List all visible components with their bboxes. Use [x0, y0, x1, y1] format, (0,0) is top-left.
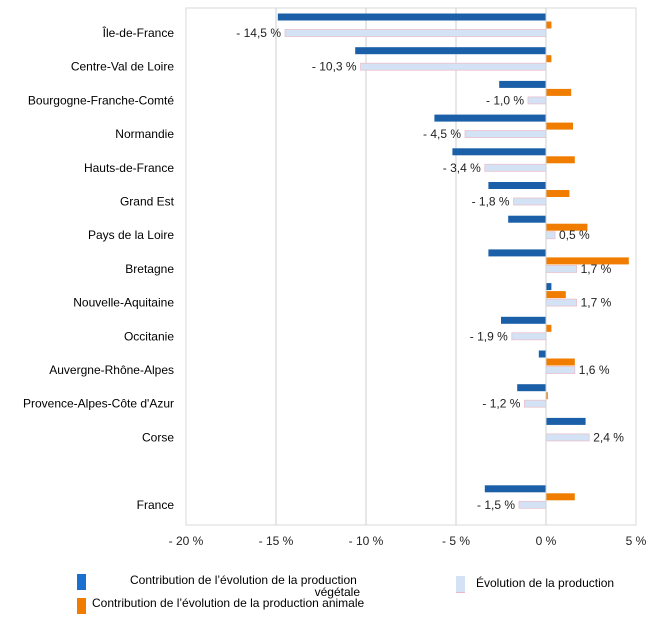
legend-label-total: Évolution de la production — [476, 576, 615, 590]
bar-animal — [546, 358, 575, 366]
x-tick-label: - 5 % — [442, 534, 470, 548]
bar-vegetal — [517, 384, 546, 392]
bar-vegetal — [538, 350, 546, 358]
x-tick-label: - 10 % — [349, 534, 384, 548]
bar-vegetal — [546, 283, 552, 291]
bar-total — [545, 298, 578, 307]
x-tick-label: 0 % — [536, 534, 557, 548]
bar-animal — [546, 223, 588, 231]
legend-vegetal-line1: Contribution de l’évolution de la produc… — [130, 573, 357, 587]
bar-animal — [546, 88, 572, 96]
bar-total — [527, 96, 547, 105]
legend-swatch-vegetal — [77, 574, 86, 590]
bar-animal — [546, 257, 629, 265]
data-label: - 1,9 % — [470, 329, 508, 343]
legend-vegetal-line2: végétale — [314, 585, 360, 599]
bar-animal — [546, 190, 570, 197]
category-label: Provence-Alpes-Côte d'Azur — [23, 397, 174, 411]
bar-total — [513, 197, 547, 206]
category-label: Hauts-de-France — [84, 161, 174, 175]
category-label: Auvergne-Rhône-Alpes — [49, 363, 174, 377]
bar-vegetal — [499, 80, 546, 88]
bar-animal — [546, 291, 566, 299]
bar-total — [518, 500, 547, 509]
bar-total — [284, 29, 547, 37]
bar-vegetal — [488, 249, 546, 257]
data-label: 1,7 % — [581, 296, 612, 310]
bar-animal — [546, 392, 548, 400]
bar-total — [464, 130, 547, 139]
data-label: - 1,2 % — [482, 397, 520, 411]
bar-vegetal — [434, 114, 546, 122]
data-label: - 14,5 % — [236, 26, 281, 40]
legend-swatch-total — [456, 576, 465, 593]
x-tick-label: - 15 % — [259, 534, 294, 548]
data-label: - 10,3 % — [312, 60, 357, 74]
data-label: - 1,5 % — [477, 498, 515, 512]
bar-total — [484, 163, 547, 172]
bar-vegetal — [546, 417, 586, 425]
x-tick-label: 5 % — [626, 534, 647, 548]
category-label: Bretagne — [125, 262, 174, 276]
data-label: 1,6 % — [579, 363, 610, 377]
legend-swatch-animal — [77, 598, 86, 614]
category-label: France — [137, 498, 175, 512]
bar-animal — [546, 21, 552, 29]
category-label: Corse — [142, 430, 174, 444]
bar-vegetal — [277, 13, 546, 21]
bar-vegetal — [484, 485, 546, 493]
bar-animal — [546, 55, 552, 63]
bar-vegetal — [501, 316, 546, 324]
bar-animal — [546, 324, 552, 332]
plot-frame — [185, 7, 637, 526]
data-label: - 1,0 % — [486, 93, 524, 107]
data-label: 2,4 % — [593, 430, 624, 444]
data-label: 0,5 % — [559, 228, 590, 242]
bar-vegetal — [508, 215, 546, 223]
legend-label-animal: Contribution de l’évolution de la produc… — [92, 596, 365, 610]
category-label: Pays de la Loire — [88, 228, 174, 242]
data-label: - 4,5 % — [423, 127, 461, 141]
bar-vegetal — [355, 47, 546, 55]
x-tick-label: - 20 % — [169, 534, 204, 548]
bar-vegetal — [488, 182, 546, 189]
category-label: Île-de-France — [102, 25, 175, 40]
category-label: Occitanie — [124, 329, 174, 343]
bar-total — [360, 62, 547, 71]
category-label: Normandie — [115, 127, 174, 141]
bar-vegetal — [452, 148, 546, 156]
bar-total — [511, 332, 547, 341]
bar-total — [545, 231, 556, 240]
bar-animal — [546, 122, 573, 130]
category-label: Centre-Val de Loire — [71, 60, 174, 74]
data-label: 1,7 % — [581, 262, 612, 276]
bar-total — [545, 433, 590, 442]
category-label: Grand Est — [120, 195, 175, 209]
bar-animal — [546, 156, 575, 164]
category-label: Bourgogne-Franche-Comté — [28, 93, 174, 107]
category-label: Nouvelle-Aquitaine — [73, 296, 174, 310]
bar-total — [545, 366, 576, 374]
legend-label-vegetal: Contribution de l’évolution de la produc… — [130, 574, 370, 598]
bar-total — [545, 264, 578, 273]
data-label: - 1,8 % — [472, 195, 510, 209]
data-label: - 3,4 % — [443, 161, 481, 175]
bar-animal — [546, 493, 575, 501]
bar-total — [524, 399, 547, 408]
